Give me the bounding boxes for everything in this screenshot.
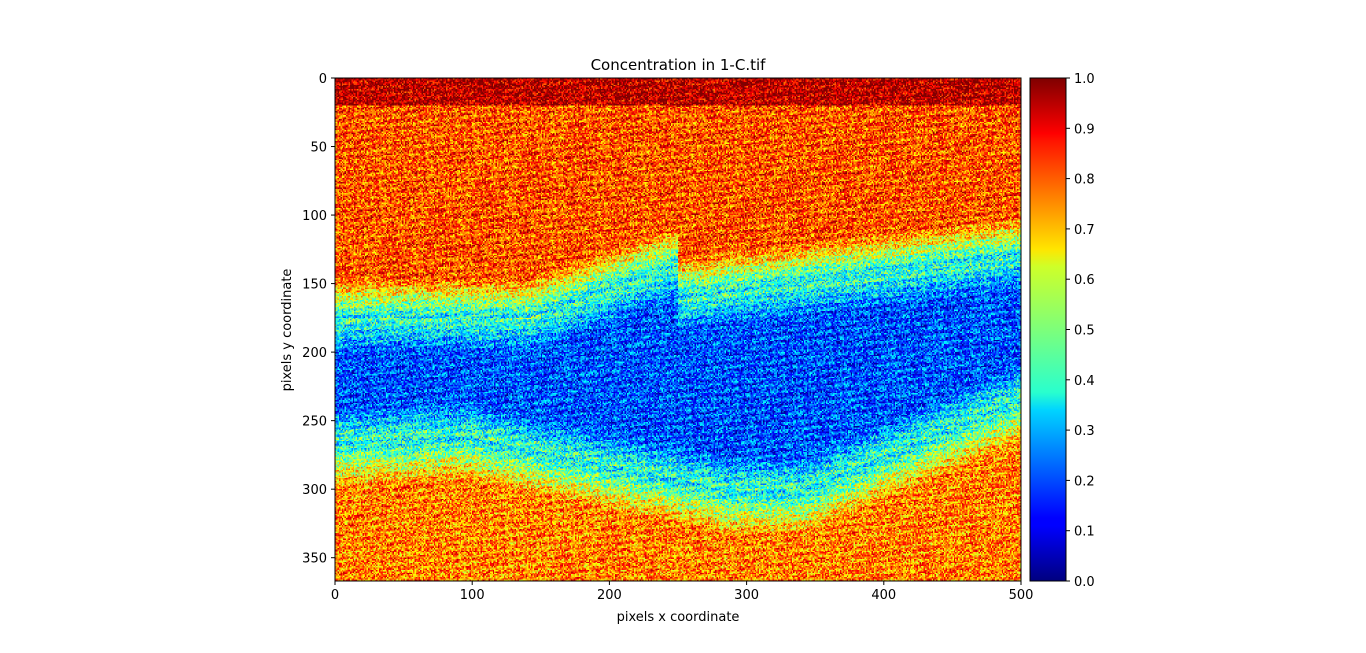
x-tick-label: 400 <box>871 588 896 603</box>
y-tick-label: 0 <box>319 72 327 87</box>
y-axis-label: pixels y coordinate <box>280 269 295 392</box>
x-axis-ticks: 0 100 200 300 400 500 <box>331 581 1034 603</box>
y-tick-label: 100 <box>302 209 327 224</box>
colorbar-tick-label: 0.8 <box>1074 173 1095 188</box>
plot-frame <box>334 77 1022 582</box>
y-tick-label: 250 <box>302 415 327 430</box>
heatmap-image <box>335 78 1021 581</box>
colorbar-ticks: 0.0 0.1 0.2 0.3 0.4 0.5 0.6 0.7 0.8 0.9 1.0 <box>1066 72 1095 590</box>
y-tick-label: 300 <box>302 483 327 498</box>
colorbar-tick-label: 0.1 <box>1074 525 1095 540</box>
chart-title: Concentration in 1-C.tif <box>591 56 767 74</box>
colorbar-tick-label: 0.7 <box>1074 223 1095 238</box>
y-tick-label: 200 <box>302 346 327 361</box>
x-tick-label: 100 <box>460 588 485 603</box>
colorbar-tick-label: 0.4 <box>1074 374 1095 389</box>
colorbar: 0.0 0.1 0.2 0.3 0.4 0.5 0.6 0.7 0.8 0.9 1.0 <box>1029 72 1095 590</box>
x-tick-label: 300 <box>734 588 759 603</box>
colorbar-tick-label: 0.6 <box>1074 273 1095 288</box>
colorbar-tick-label: 0.0 <box>1074 575 1095 590</box>
colorbar-gradient <box>1029 77 1067 582</box>
colorbar-tick-label: 0.5 <box>1074 324 1095 339</box>
colorbar-tick-label: 0.2 <box>1074 474 1095 489</box>
y-axis-ticks: 0 50 100 150 200 250 300 350 <box>302 72 335 567</box>
colorbar-tick-label: 0.3 <box>1074 424 1095 439</box>
y-tick-label: 150 <box>302 278 327 293</box>
y-tick-label: 50 <box>310 141 327 156</box>
colorbar-tick-label: 1.0 <box>1074 72 1095 87</box>
x-tick-label: 500 <box>1009 588 1034 603</box>
y-tick-label: 350 <box>302 552 327 567</box>
colorbar-tick-label: 0.9 <box>1074 122 1095 137</box>
x-tick-label: 0 <box>331 588 339 603</box>
x-tick-label: 200 <box>597 588 622 603</box>
heatmap-plot-area <box>334 77 1022 582</box>
x-axis-label: pixels x coordinate <box>617 610 740 625</box>
